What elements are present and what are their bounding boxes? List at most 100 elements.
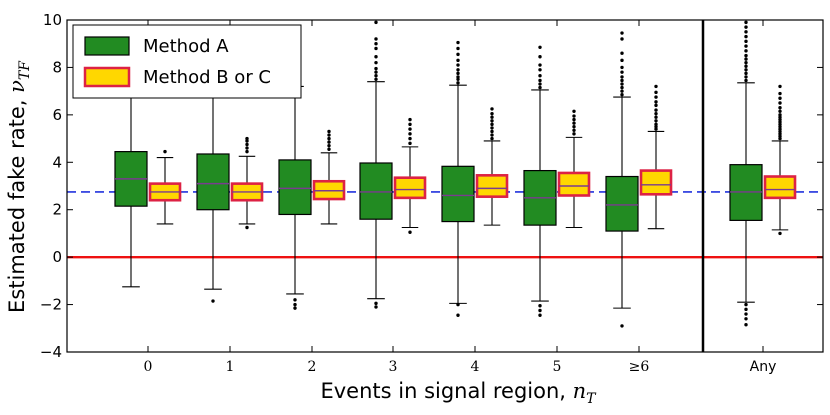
y-tick-label: 6: [52, 106, 62, 124]
x-tick-label-0: 0: [144, 359, 153, 375]
outlier-point: [744, 68, 748, 72]
outlier-point: [408, 132, 412, 136]
x-axis-title: Events in signal region, nT: [320, 379, 597, 407]
outlier-point: [456, 77, 460, 81]
outlier-point: [456, 81, 460, 85]
outlier-point: [245, 136, 249, 141]
outlier-point: [456, 40, 460, 45]
x-tick-label-1: 1: [226, 359, 235, 375]
outlier-point: [374, 42, 378, 46]
plot-frame: [66, 19, 824, 353]
outlier-point: [654, 103, 658, 108]
outlier-point: [620, 85, 624, 90]
x-axis-title-sub: T: [586, 391, 597, 407]
outlier-point: [490, 119, 494, 123]
outlier-point: [620, 58, 624, 63]
outlier-point: [572, 132, 576, 136]
outlier-point: [744, 64, 748, 68]
outlier-point: [778, 122, 782, 127]
outlier-point: [374, 305, 378, 309]
outlier-point: [654, 108, 658, 112]
legend-swatch-method-bc: [83, 66, 131, 88]
outlier-point: [408, 136, 412, 141]
outlier-point: [374, 74, 378, 78]
outlier-point: [778, 127, 782, 131]
outlier-point: [572, 128, 576, 132]
outlier-point: [744, 34, 748, 39]
outlier-point: [408, 122, 412, 127]
y-tick-label: 4: [52, 153, 62, 171]
x-tick-label-3: 3: [389, 359, 398, 375]
outlier-point: [778, 106, 782, 110]
outlier-point: [654, 127, 658, 131]
outlier-point: [456, 46, 460, 51]
box-method-a-5: [523, 45, 557, 317]
box-method-a-6: [605, 31, 639, 328]
outlier-point: [778, 134, 782, 138]
legend-label-method-a: Method A: [143, 36, 229, 57]
outlier-point: [620, 31, 624, 35]
outlier-point: [620, 324, 624, 328]
box-method-a-7: [729, 20, 763, 327]
box-method-bc-1: [230, 136, 264, 230]
outlier-point: [572, 114, 576, 118]
box-method-bc-4: [475, 107, 509, 226]
outlier-point: [211, 299, 215, 303]
box-iqr: [359, 162, 393, 220]
x-axis-title-text: Events in signal region,: [320, 379, 572, 403]
outlier-point: [374, 55, 378, 59]
outlier-point: [538, 313, 542, 317]
outlier-point: [778, 96, 782, 100]
box-iqr: [475, 174, 509, 198]
outlier-point: [654, 111, 658, 116]
outlier-point: [744, 60, 748, 65]
box-iqr: [763, 175, 797, 200]
outlier-point: [456, 52, 460, 57]
outlier-point: [654, 125, 658, 129]
outlier-point: [538, 74, 542, 78]
y-tick-label: −4: [40, 343, 62, 361]
outlier-point: [374, 20, 378, 25]
outlier-point: [408, 230, 412, 234]
outlier-point: [327, 133, 331, 137]
outlier-point: [490, 126, 494, 130]
box-iqr: [605, 175, 639, 232]
y-axis-title-text: Estimated fake rate,: [5, 93, 29, 313]
outlier-point: [408, 117, 412, 122]
box-method-bc-6: [639, 84, 673, 230]
outlier-point: [374, 77, 378, 81]
box-method-bc-2: [312, 129, 346, 225]
outlier-point: [778, 91, 782, 96]
legend: Method A Method B or C: [72, 24, 302, 99]
outlier-point: [778, 231, 782, 236]
outlier-point: [374, 66, 378, 71]
outlier-point: [744, 71, 748, 76]
outlier-point: [778, 115, 782, 119]
outlier-point: [744, 307, 748, 312]
box-iqr: [441, 165, 475, 223]
x-tick-label-5: 5: [553, 359, 562, 375]
box-iqr: [639, 169, 673, 196]
outlier-point: [620, 93, 624, 97]
y-axis-title: Estimated fake rate, νTF: [5, 60, 33, 313]
outlier-point: [490, 122, 494, 127]
box-iqr: [557, 171, 591, 197]
box-method-a-3: [359, 20, 393, 309]
outlier-point: [456, 313, 460, 317]
outlier-point: [620, 82, 624, 86]
outlier-point: [490, 107, 494, 111]
outlier-point: [163, 149, 167, 154]
outlier-point: [778, 109, 782, 114]
box-method-bc-7: [763, 84, 797, 236]
outlier-point: [327, 147, 331, 151]
outlier-point: [293, 298, 297, 302]
outlier-point: [538, 68, 542, 72]
outlier-point: [572, 117, 576, 122]
axes: −4 −2 0 2 4 6 8 10 0 1 2 3 4 5 ≥6 Any: [40, 11, 824, 375]
outlier-point: [538, 55, 542, 59]
x-tick-label-4: 4: [471, 359, 480, 375]
outlier-point: [538, 82, 542, 86]
outlier-point: [620, 78, 624, 83]
outlier-point: [374, 70, 378, 74]
outlier-point: [778, 113, 782, 117]
